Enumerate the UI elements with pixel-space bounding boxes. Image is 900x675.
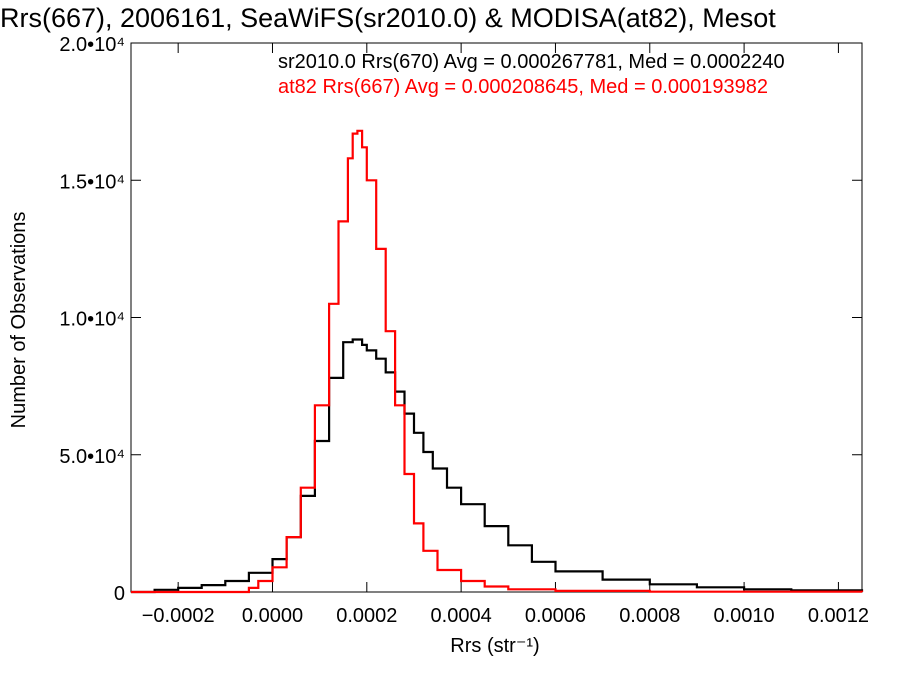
plot-frame [130,42,863,593]
x-tick-label: −0.0002 [142,605,215,627]
chart-title: Rrs(667), 2006161, SeaWiFS(sr2010.0) & M… [0,3,776,33]
x-axis-label: Rrs (str⁻¹) [450,635,539,657]
series-line-1 [131,129,864,594]
x-tick-label: 0.0010 [714,605,775,627]
legend-entry: at82 Rrs(667) Avg = 0.000208645, Med = 0… [278,76,768,98]
x-tick-label: 0.0004 [431,605,492,627]
x-tick-label: 0.0008 [619,605,680,627]
axis-ticks: −0.0002 0.0000 0.0002 0.0004 0.0006 0.0008 0.0… [59,34,869,627]
series-line-0 [131,338,864,594]
y-tick-label: 2.0•10⁴ [59,34,125,56]
y-tick-label: 1.5•10⁴ [59,171,125,193]
x-tick-label: 0.0012 [808,605,869,627]
series-layer [131,129,864,594]
y-tick-label: 1.0•10⁴ [59,309,125,331]
y-axis-label: Number of Observations [8,212,30,429]
legend-entry: sr2010.0 Rrs(670) Avg = 0.000267781, Med… [278,51,785,73]
y-tick-label: 5.0•10⁴ [59,446,125,468]
x-tick-label: 0.0000 [242,605,303,627]
y-tick-label: 0 [114,583,125,605]
x-tick-label: 0.0002 [336,605,397,627]
legend: sr2010.0 Rrs(670) Avg = 0.000267781, Med… [278,51,785,98]
x-tick-label: 0.0006 [525,605,586,627]
